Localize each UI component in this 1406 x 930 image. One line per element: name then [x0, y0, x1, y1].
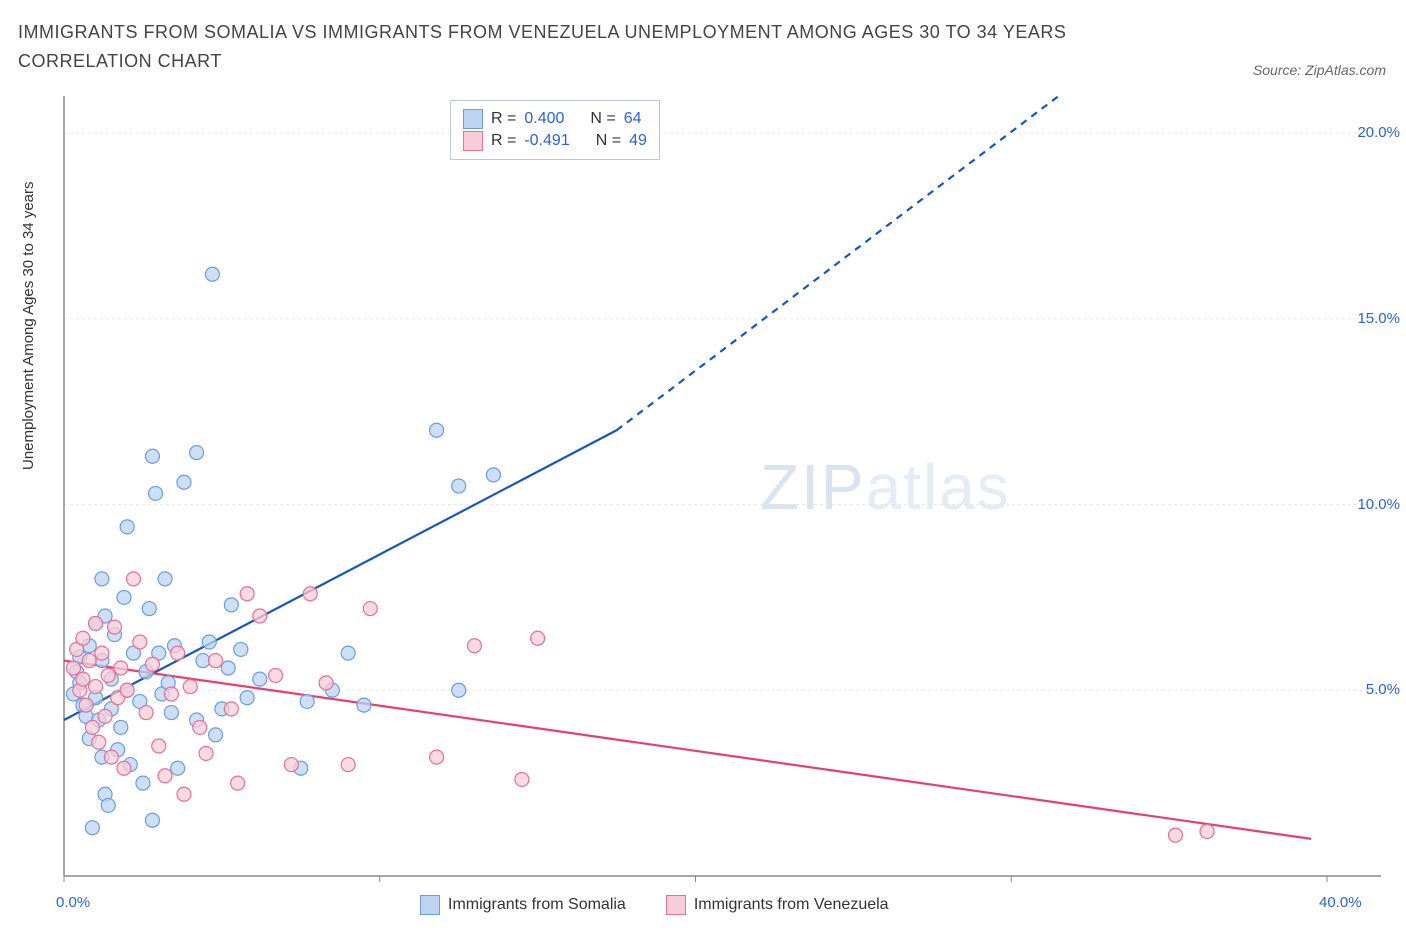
- n-value-somalia: 64: [624, 110, 642, 128]
- scatter-plot: [60, 92, 1385, 882]
- swatch-venezuela: [666, 895, 686, 915]
- source-attribution: Source: ZipAtlas.com: [1253, 62, 1386, 78]
- legend-row-venezuela: R = -0.491 N = 49: [463, 131, 647, 151]
- x-tick-label: 0.0%: [56, 894, 90, 911]
- r-value-venezuela: -0.491: [524, 132, 569, 150]
- legend-label: Immigrants from Venezuela: [694, 896, 889, 914]
- r-label: R =: [491, 132, 516, 150]
- legend-item-venezuela: Immigrants from Venezuela: [666, 895, 889, 915]
- y-tick-label: 15.0%: [1357, 310, 1400, 327]
- n-label: N =: [590, 110, 615, 128]
- y-tick-label: 10.0%: [1357, 496, 1400, 513]
- r-value-somalia: 0.400: [524, 110, 564, 128]
- x-tick-label: 40.0%: [1319, 894, 1362, 911]
- swatch-somalia: [463, 109, 483, 129]
- swatch-somalia: [420, 895, 440, 915]
- legend-row-somalia: R = 0.400 N = 64: [463, 109, 647, 129]
- series-legend: Immigrants from Somalia Immigrants from …: [420, 895, 889, 915]
- legend-item-somalia: Immigrants from Somalia: [420, 895, 626, 915]
- chart-title: IMMIGRANTS FROM SOMALIA VS IMMIGRANTS FR…: [18, 18, 1118, 76]
- n-label: N =: [596, 132, 621, 150]
- y-tick-label: 5.0%: [1366, 681, 1400, 698]
- y-axis-label: Unemployment Among Ages 30 to 34 years: [20, 181, 37, 470]
- r-label: R =: [491, 110, 516, 128]
- legend-label: Immigrants from Somalia: [448, 896, 626, 914]
- swatch-venezuela: [463, 131, 483, 151]
- correlation-legend: R = 0.400 N = 64 R = -0.491 N = 49: [450, 100, 660, 160]
- y-tick-label: 20.0%: [1357, 124, 1400, 141]
- n-value-venezuela: 49: [629, 132, 647, 150]
